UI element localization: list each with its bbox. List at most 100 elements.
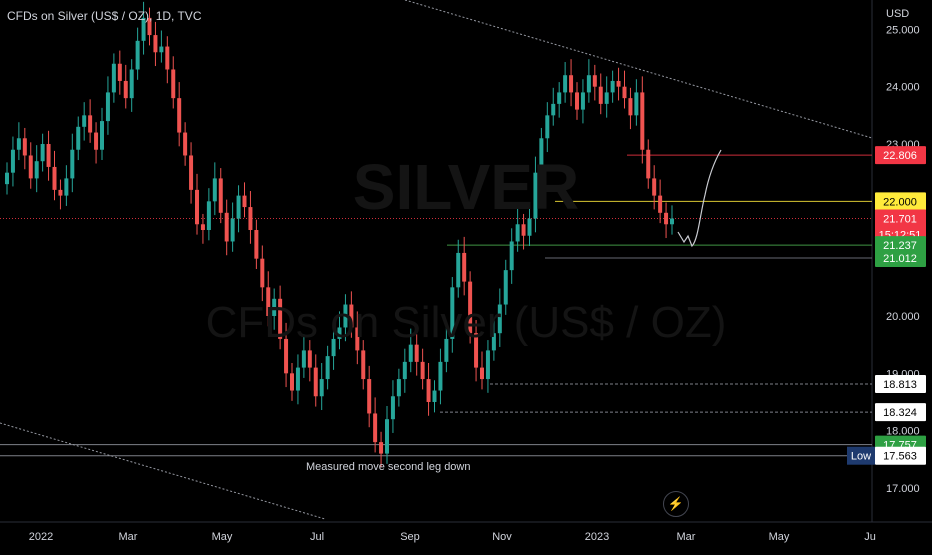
candle-body [474,333,479,368]
candle-body [284,338,289,374]
price-badge-text: 17.563 [883,451,917,463]
time-tick-label: May [212,531,233,543]
candle-body [658,195,663,213]
candle-body [414,344,419,362]
watermark-name: CFDs on Silver (US$ / OZ) [205,298,727,347]
candle-body [402,361,407,380]
candle-body [34,161,39,179]
candle-body [46,144,51,167]
time-tick-label: Mar [119,531,138,543]
candle-body [159,46,164,53]
candle-body [361,350,366,380]
candle-body [343,304,348,328]
price-tick-label: 24.000 [886,82,920,94]
candle-body [16,138,21,150]
candles [5,1,674,468]
candle-body [236,195,241,219]
price-badge [875,248,926,267]
candle-body [355,327,360,351]
candle-body [82,115,87,127]
candle-body [254,230,259,259]
candle-body [527,218,532,236]
candle-body [100,121,104,150]
time-tick-label: May [769,531,790,543]
price-badge [875,403,926,422]
candle-body [592,75,597,87]
candle-body [260,258,265,288]
price-badge-text: 22.000 [883,196,917,208]
candle-body [129,69,134,99]
price-badge-text: 22.806 [883,150,917,162]
projection-sketch-line [677,149,722,248]
price-tick-label: 18.000 [886,426,920,438]
candle-body [195,189,199,225]
time-tick-label: Mar [677,531,696,543]
candle-body [88,115,93,133]
candle-body [28,155,33,179]
projection-sketch: Measured move second leg down [306,149,722,473]
candle-body [70,149,75,179]
lower-trendline [0,422,326,520]
candle-body [349,304,354,328]
time-tick-label: 2023 [585,531,609,543]
price-badge-text: 18.324 [883,407,917,419]
candle-body [646,149,651,179]
price-badge-text: 21.701 [883,213,917,225]
candle-body [307,350,312,368]
candle-body [94,132,99,150]
candle-body [396,379,401,397]
candle-body [200,224,205,231]
candle-body [664,212,669,225]
candle-body [652,178,657,196]
price-tick-label: 25.000 [886,24,920,36]
low-badge-label: Low [851,451,871,463]
candle-body [622,86,627,99]
candle-body [272,298,277,316]
candle-body [539,138,544,173]
price-tick-label: 20.000 [886,311,920,323]
candle-body [456,252,461,288]
candle-body [319,379,324,397]
candle-body [545,115,550,139]
candle-body [616,80,621,87]
candle-body [337,327,342,339]
price-badge [875,146,926,165]
candle-body [438,361,443,391]
candle-body [604,92,609,104]
candle-body [22,138,27,156]
candle-body [230,218,235,242]
candle-body [266,287,271,316]
candle-body [598,86,603,104]
candle-body [165,46,170,70]
candle-body [40,144,45,162]
price-badge [875,209,926,244]
candle-body [390,396,395,420]
candle-body [670,218,674,225]
lightning-icon[interactable]: ⚡ [663,491,689,517]
candle-body [485,350,490,380]
currency-label: USD [886,8,910,20]
candle-body [141,17,146,41]
candle-body [212,178,217,202]
candle-body [426,379,431,402]
price-badge [875,375,926,394]
time-tick-label: Nov [492,531,512,543]
candle-body [491,333,496,351]
candle-body [563,75,568,93]
time-axis: 2022 Mar May Jul Sep Nov 2023 Mar May Ju [29,531,876,543]
time-tick-label: Sep [400,531,420,543]
annotation-text: Measured move second leg down [306,461,470,473]
candle-body [575,92,579,110]
candle-body [10,149,15,173]
candle-body [248,207,253,231]
candle-body [385,419,389,454]
candle-body [64,178,69,196]
candle-body [206,201,211,231]
candle-body [521,224,526,236]
candle-body [171,69,176,99]
candle-body [76,126,81,150]
candle-body [515,224,520,242]
candle-body [432,390,437,402]
